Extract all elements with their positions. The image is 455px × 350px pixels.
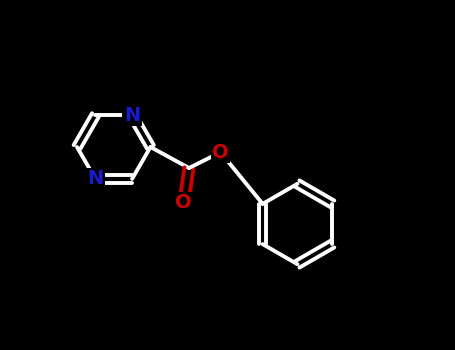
- Text: N: N: [87, 169, 103, 188]
- Text: O: O: [176, 194, 192, 212]
- Text: N: N: [124, 106, 140, 125]
- Text: O: O: [212, 143, 229, 162]
